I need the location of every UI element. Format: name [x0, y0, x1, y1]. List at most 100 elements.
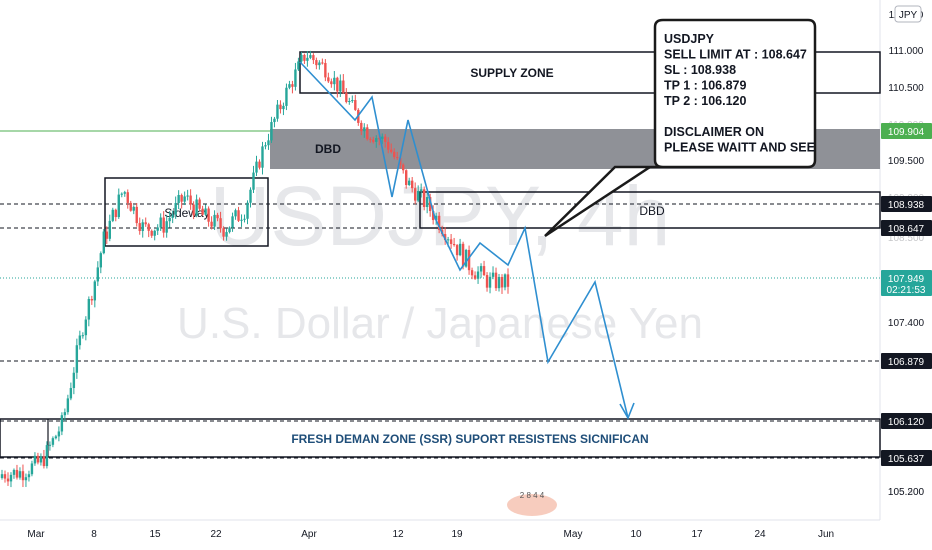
price-label[interactable]: 108.647	[881, 220, 932, 236]
demand-zone[interactable]	[0, 418, 881, 458]
x-tick-label: 17	[691, 529, 703, 540]
annotation-line: PLEASE WAITT AND SEE	[664, 141, 815, 155]
currency-badge[interactable]: JPY	[894, 5, 922, 23]
candle-body	[309, 55, 312, 58]
candle-body	[264, 145, 267, 147]
price-axis[interactable]	[880, 0, 932, 520]
candle-body	[342, 80, 345, 93]
candle-body	[207, 208, 210, 222]
candle-body	[177, 194, 180, 204]
candle-body	[6, 478, 10, 482]
y-tick-label: 107.400	[888, 318, 925, 329]
candle-body	[0, 474, 4, 478]
candle-body	[111, 209, 114, 221]
price-label[interactable]: 105.637	[881, 450, 932, 466]
candle-body	[300, 54, 303, 62]
candle-body	[425, 197, 429, 208]
candle-body	[393, 151, 396, 158]
candle-body	[458, 243, 462, 256]
candle-body	[87, 299, 91, 320]
candle-body	[228, 227, 231, 233]
candle-body	[449, 239, 453, 244]
candle-body	[18, 471, 22, 478]
dbd-zone-lower[interactable]	[419, 191, 881, 229]
price-label[interactable]: 108.938	[881, 196, 932, 212]
candle-body	[485, 275, 489, 288]
candle-body	[366, 127, 369, 140]
x-tick-label: Jun	[818, 529, 834, 540]
price-label-value: 108.647	[888, 224, 925, 235]
candle-body	[153, 230, 156, 236]
svg-text:2 8 4 4: 2 8 4 4	[520, 491, 545, 500]
candle-body	[222, 228, 225, 237]
candle-body	[21, 471, 25, 481]
candle-body	[243, 218, 246, 220]
candle-body	[66, 398, 70, 413]
candle-body	[506, 274, 510, 287]
annotation-line: SL : 108.938	[664, 63, 736, 77]
annotation-line: TP 2 : 106.120	[664, 94, 747, 108]
candle-body	[345, 92, 348, 103]
candle-body	[168, 217, 171, 222]
price-label[interactable]: 109.904	[881, 123, 932, 139]
candle-body	[57, 431, 61, 437]
candle-body	[36, 455, 40, 463]
candle-body	[396, 157, 399, 159]
candle-body	[171, 214, 174, 218]
svg-text:JPY: JPY	[899, 10, 918, 21]
candle-body	[234, 210, 237, 217]
candle-body	[473, 275, 477, 279]
candle-body	[297, 61, 300, 70]
sideway-box[interactable]	[104, 177, 269, 247]
candle-body	[327, 77, 330, 82]
candle-body	[416, 190, 420, 201]
annotation-bubble	[544, 18, 817, 238]
price-label[interactable]: 106.120	[881, 413, 932, 429]
candle-body	[303, 54, 306, 61]
price-label[interactable]: 106.879	[881, 353, 932, 369]
candle-body	[470, 270, 474, 276]
candle-body	[276, 104, 279, 119]
price-label-value: 106.120	[888, 417, 925, 428]
candle-body	[354, 100, 357, 110]
supply-zone-label: SUPPLY ZONE	[470, 66, 553, 80]
candle-body	[198, 199, 201, 209]
candle-body	[189, 195, 192, 205]
candle-body	[51, 438, 55, 445]
annotation-line: TP 1 : 106.879	[664, 79, 747, 93]
candle-body	[312, 55, 315, 61]
candle-body	[336, 77, 339, 92]
candle-body	[381, 136, 384, 139]
candle-body	[156, 227, 159, 231]
candle-body	[108, 220, 111, 239]
candle-body	[126, 192, 129, 203]
candle-body	[186, 195, 189, 197]
candle-body	[500, 277, 504, 288]
candle-body	[48, 444, 52, 446]
candle-body	[213, 214, 216, 227]
candle-body	[461, 243, 465, 267]
candle-body	[135, 206, 138, 224]
candle-body	[390, 149, 393, 152]
candle-body	[123, 192, 126, 194]
candle-body	[75, 345, 79, 373]
candle-body	[15, 469, 19, 478]
candle-body	[183, 196, 186, 202]
candle-body	[413, 188, 417, 201]
candle-body	[78, 335, 82, 346]
y-tick-label: 105.200	[888, 487, 925, 498]
candle-body	[279, 104, 282, 110]
candle-body	[72, 372, 76, 389]
price-label-value: 109.904	[888, 127, 925, 138]
candle-body	[180, 194, 183, 202]
projection-path[interactable]	[299, 61, 629, 419]
candle-body	[117, 194, 120, 218]
candle-body	[363, 127, 366, 132]
dbd-upper-label: DBD	[315, 142, 341, 156]
y-tick-label: 108.500	[888, 233, 925, 244]
candle-body	[225, 232, 228, 237]
candle-body	[384, 136, 387, 142]
